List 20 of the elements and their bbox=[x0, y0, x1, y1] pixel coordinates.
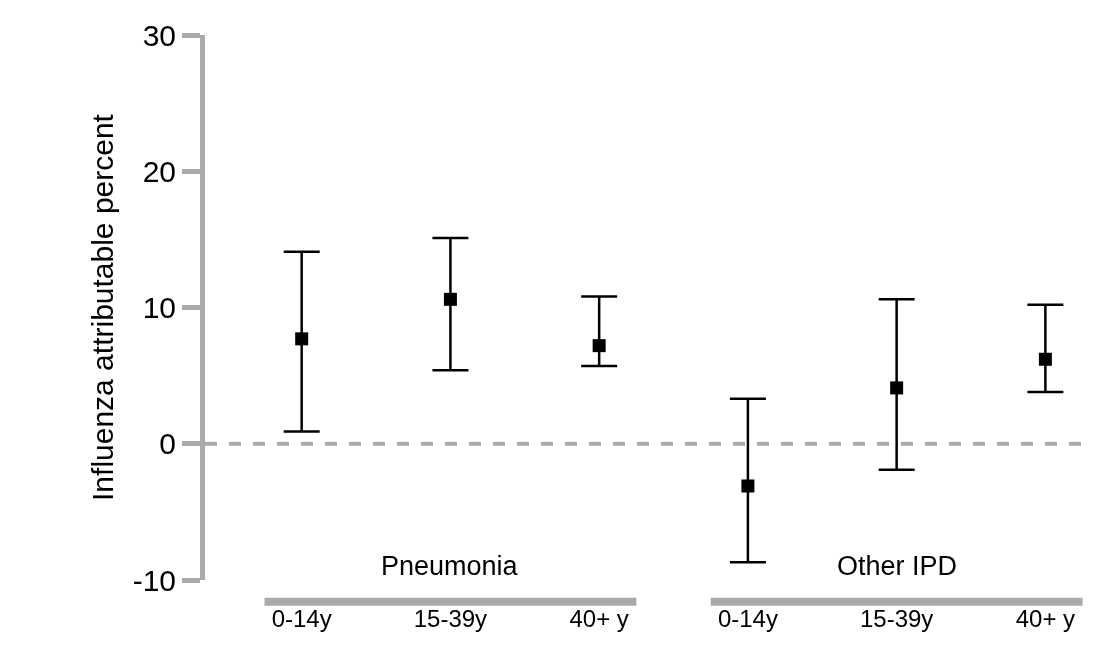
x-tick-label: 40+ y bbox=[569, 605, 629, 632]
y-axis-title: Influenza attributable percent bbox=[85, 113, 119, 501]
annotation: Pneumonia bbox=[381, 551, 519, 581]
point bbox=[741, 479, 755, 493]
point bbox=[592, 339, 606, 353]
x-tick-label: 0-14y bbox=[717, 605, 778, 632]
y-tick-label: -10 bbox=[132, 563, 176, 597]
x-tick-label: 15-39y bbox=[859, 605, 934, 632]
x-tick-label: 0-14y bbox=[271, 605, 332, 632]
y-tick-label: 30 bbox=[142, 18, 176, 52]
point bbox=[890, 381, 904, 395]
x-tick-label: 40+ y bbox=[1015, 605, 1076, 632]
y-tick-label: 10 bbox=[142, 291, 176, 324]
point bbox=[1038, 352, 1052, 366]
point bbox=[443, 292, 457, 306]
x-tick-label: 15-39y bbox=[413, 605, 488, 632]
point bbox=[295, 332, 309, 346]
annotation: Other IPD bbox=[837, 551, 958, 581]
y-tick-label: 0 bbox=[159, 427, 176, 461]
y-tick-label: 20 bbox=[142, 154, 176, 188]
